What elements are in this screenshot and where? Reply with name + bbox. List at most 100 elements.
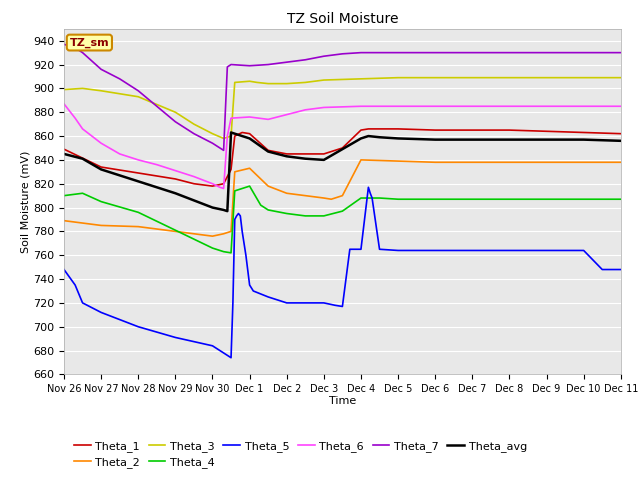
Theta_avg: [543, 137, 550, 143]
Theta_3: [97, 88, 105, 94]
Line: Theta_6: Theta_6: [64, 104, 621, 189]
Theta_1: [172, 176, 179, 182]
Theta_1: [365, 126, 372, 132]
Theta_7: [320, 53, 328, 59]
Theta_1: [227, 167, 235, 172]
Theta_avg: [79, 156, 86, 162]
Theta_5: [331, 302, 339, 308]
Theta_avg: [227, 130, 235, 135]
Theta_2: [97, 223, 105, 228]
Theta_4: [394, 196, 402, 202]
Theta_7: [116, 76, 124, 82]
Theta_6: [543, 103, 550, 109]
Theta_7: [246, 63, 253, 69]
Theta_7: [216, 145, 224, 151]
Theta_5: [233, 213, 241, 219]
Theta_4: [134, 209, 142, 215]
Theta_3: [320, 77, 328, 83]
Theta_2: [431, 159, 439, 165]
Theta_4: [231, 188, 239, 194]
Theta_6: [617, 103, 625, 109]
Theta_2: [320, 195, 328, 201]
Theta_7: [468, 50, 476, 56]
Theta_5: [320, 300, 328, 306]
Y-axis label: Soil Moisture (mV): Soil Moisture (mV): [20, 150, 30, 253]
Theta_1: [617, 131, 625, 136]
Theta_3: [264, 81, 272, 86]
Theta_1: [543, 129, 550, 134]
Theta_5: [71, 282, 79, 288]
Theta_5: [339, 303, 346, 309]
Theta_3: [617, 75, 625, 81]
Theta_4: [220, 249, 227, 254]
Line: Theta_2: Theta_2: [64, 160, 621, 236]
Theta_5: [97, 310, 105, 315]
Theta_3: [468, 75, 476, 81]
Theta_7: [153, 103, 161, 109]
Theta_1: [580, 130, 588, 135]
Theta_4: [320, 213, 328, 219]
Theta_6: [468, 103, 476, 109]
Theta_3: [134, 94, 142, 100]
Theta_avg: [283, 154, 291, 159]
Theta_1: [339, 145, 346, 151]
Theta_1: [134, 170, 142, 176]
Theta_2: [506, 159, 513, 165]
Theta_2: [328, 196, 335, 202]
Theta_3: [209, 131, 216, 136]
Theta_3: [283, 81, 291, 86]
Theta_7: [71, 45, 79, 51]
Theta_6: [264, 117, 272, 122]
Theta_avg: [617, 138, 625, 144]
Theta_5: [235, 211, 243, 216]
Theta_7: [79, 50, 86, 56]
Theta_2: [283, 191, 291, 196]
Theta_5: [598, 267, 606, 273]
Theta_1: [357, 127, 365, 133]
Theta_2: [231, 169, 239, 175]
Theta_6: [357, 103, 365, 109]
Theta_6: [153, 162, 161, 168]
Theta_7: [97, 66, 105, 72]
Theta_6: [116, 151, 124, 157]
Theta_3: [253, 80, 261, 85]
Theta_avg: [357, 135, 365, 141]
Title: TZ Soil Moisture: TZ Soil Moisture: [287, 12, 398, 26]
Theta_3: [580, 75, 588, 81]
Theta_5: [365, 184, 372, 190]
Theta_6: [506, 103, 513, 109]
Theta_5: [283, 300, 291, 306]
Theta_2: [264, 183, 272, 189]
Theta_6: [301, 107, 309, 113]
Theta_4: [264, 207, 272, 213]
Theta_avg: [220, 207, 227, 213]
Theta_5: [580, 248, 588, 253]
Theta_6: [223, 133, 231, 139]
Theta_6: [580, 103, 588, 109]
Theta_1: [97, 164, 105, 170]
Theta_5: [242, 252, 250, 258]
Legend: Theta_1, Theta_2, Theta_3, Theta_4, Theta_5, Theta_6, Theta_7, Theta_avg: Theta_1, Theta_2, Theta_3, Theta_4, Thet…: [70, 436, 531, 472]
Theta_1: [301, 151, 309, 157]
Theta_5: [506, 248, 513, 253]
Theta_4: [617, 196, 625, 202]
Theta_avg: [60, 151, 68, 157]
Text: TZ_sm: TZ_sm: [70, 37, 109, 48]
Theta_2: [246, 165, 253, 171]
Theta_6: [431, 103, 439, 109]
Theta_avg: [376, 134, 383, 140]
Theta_1: [238, 130, 246, 135]
Theta_2: [394, 158, 402, 164]
Theta_4: [257, 202, 264, 208]
Theta_6: [71, 115, 79, 121]
Theta_1: [394, 126, 402, 132]
Theta_4: [431, 196, 439, 202]
Theta_2: [134, 224, 142, 229]
Theta_2: [172, 228, 179, 234]
Theta_avg: [301, 156, 309, 162]
Line: Theta_3: Theta_3: [64, 78, 621, 138]
Theta_6: [320, 105, 328, 110]
Theta_7: [134, 88, 142, 94]
Theta_2: [580, 159, 588, 165]
Theta_avg: [172, 191, 179, 196]
